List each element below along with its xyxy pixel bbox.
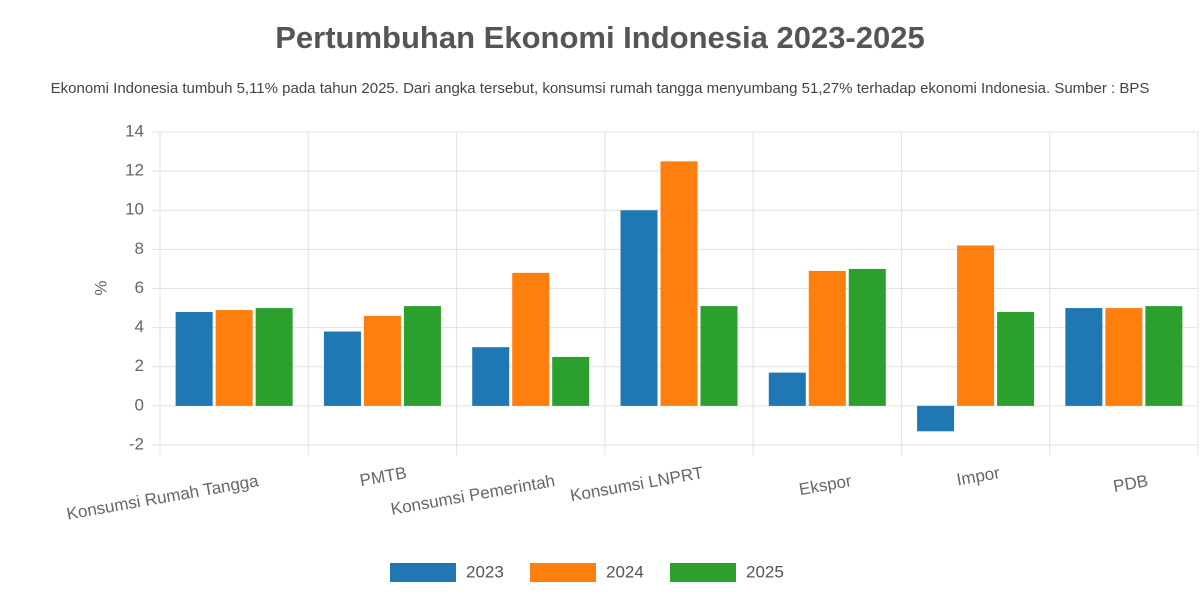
bar — [323, 331, 361, 406]
bar — [552, 356, 590, 406]
y-tick-label: 8 — [135, 239, 144, 258]
legend-label: 2023 — [466, 562, 504, 581]
y-axis-label: % — [91, 280, 110, 295]
bar — [700, 306, 738, 406]
legend-label: 2024 — [606, 562, 644, 581]
x-tick-label: Impor — [955, 463, 1001, 489]
y-tick-label: 0 — [135, 395, 144, 414]
bar — [997, 311, 1035, 406]
x-tick-label: PDB — [1112, 471, 1150, 496]
legend-swatch — [390, 563, 456, 582]
legend-label: 2025 — [746, 562, 784, 581]
legend-swatch — [530, 563, 596, 582]
bar — [512, 272, 550, 406]
bar — [472, 347, 510, 406]
x-tick-label: Konsumsi Pemerintah — [389, 471, 556, 519]
chart-subtitle: Ekonomi Indonesia tumbuh 5,11% pada tahu… — [51, 80, 1150, 97]
bar — [957, 245, 995, 406]
bar — [917, 405, 955, 432]
x-tick-label: Konsumsi LNPRT — [569, 463, 705, 505]
bar — [1105, 308, 1143, 406]
y-tick-label: 4 — [135, 317, 144, 336]
x-tick-label: Konsumsi Rumah Tangga — [65, 471, 260, 524]
y-tick-label: -2 — [129, 434, 144, 453]
bar — [363, 315, 401, 406]
bar — [215, 310, 253, 406]
y-tick-label: 14 — [125, 121, 144, 140]
chart-title: Pertumbuhan Ekonomi Indonesia 2023-2025 — [275, 20, 924, 55]
bar — [1065, 308, 1103, 406]
x-tick-label: Ekspor — [798, 471, 854, 499]
y-tick-label: 12 — [125, 161, 144, 180]
y-tick-label: 10 — [125, 200, 144, 219]
bar — [848, 268, 886, 406]
bar — [1145, 306, 1183, 406]
bar — [620, 210, 658, 406]
bar — [660, 161, 698, 406]
legend-swatch — [670, 563, 736, 582]
y-tick-label: 2 — [135, 356, 144, 375]
bar — [808, 270, 846, 406]
bar — [403, 306, 441, 406]
bar — [175, 311, 213, 406]
x-tick-label: PMTB — [358, 463, 408, 490]
bar — [768, 372, 806, 406]
y-tick-label: 6 — [135, 278, 144, 297]
bar — [255, 308, 293, 406]
